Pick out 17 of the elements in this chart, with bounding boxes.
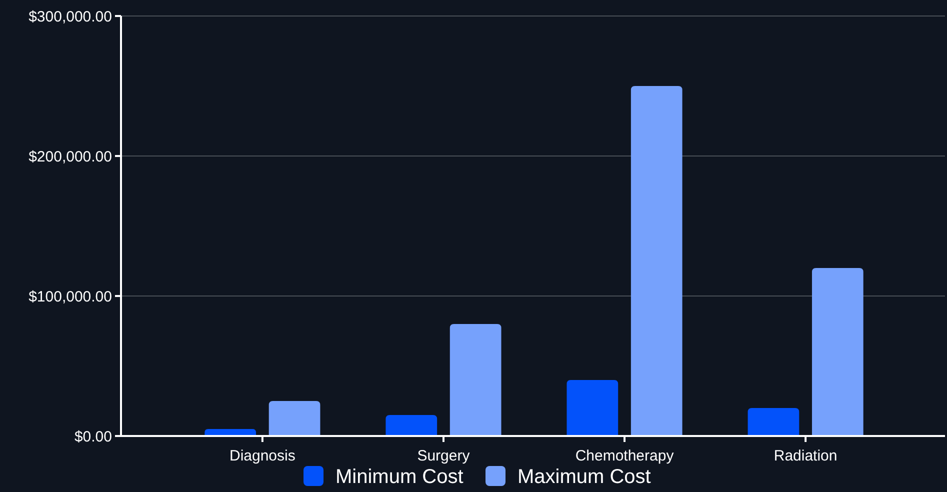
bar [748, 408, 800, 436]
y-tick-label: $300,000.00 [28, 8, 112, 26]
bar [268, 401, 320, 436]
bar [386, 415, 438, 436]
y-tick-label: $200,000.00 [28, 148, 112, 166]
legend-label: Minimum Cost [336, 466, 464, 488]
bar [450, 324, 502, 436]
bar [630, 86, 682, 436]
legend-label: Maximum Cost [518, 466, 652, 488]
y-tick-label: $100,000.00 [28, 288, 112, 306]
x-tick-label: Chemotherapy [575, 447, 674, 464]
bar [566, 380, 618, 436]
x-tick-label: Surgery [417, 447, 470, 464]
bar [812, 268, 864, 436]
x-tick-label: Diagnosis [230, 447, 296, 464]
y-tick-label: $0.00 [74, 428, 112, 446]
x-tick-label: Radiation [774, 447, 838, 464]
